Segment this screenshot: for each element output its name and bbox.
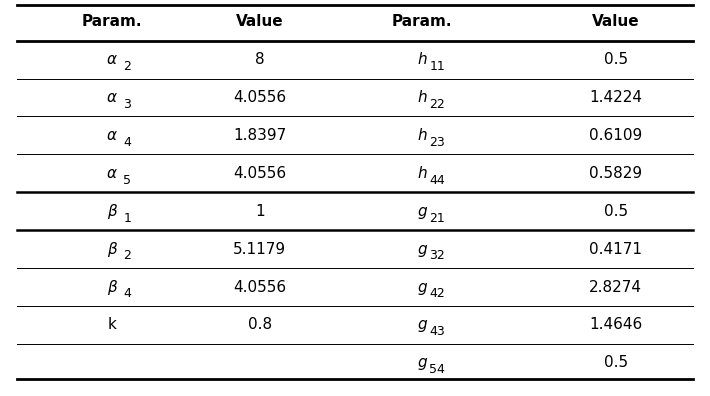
Text: 4: 4: [124, 287, 131, 301]
Text: Value: Value: [592, 14, 640, 29]
Text: 22: 22: [430, 98, 445, 111]
Text: α: α: [107, 52, 117, 67]
Text: 44: 44: [430, 174, 445, 187]
Text: 5.1179: 5.1179: [234, 242, 286, 257]
Text: 42: 42: [430, 287, 445, 301]
Text: 0.5: 0.5: [604, 52, 628, 67]
Text: 4: 4: [124, 136, 131, 149]
Text: h: h: [417, 52, 427, 67]
Text: g: g: [417, 318, 427, 333]
Text: 3: 3: [124, 98, 131, 111]
Text: Param.: Param.: [392, 14, 452, 29]
Text: 54: 54: [430, 363, 445, 376]
Text: 8: 8: [255, 52, 265, 67]
Text: α: α: [107, 128, 117, 143]
Text: h: h: [417, 166, 427, 181]
Text: 0.6109: 0.6109: [589, 128, 643, 143]
Text: g: g: [417, 280, 427, 295]
Text: h: h: [417, 128, 427, 143]
Text: β: β: [107, 280, 117, 295]
Text: 1.4224: 1.4224: [589, 90, 642, 105]
Text: α: α: [107, 90, 117, 105]
Text: g: g: [417, 242, 427, 257]
Text: g: g: [417, 355, 427, 370]
Text: k: k: [107, 318, 116, 333]
Text: β: β: [107, 242, 117, 257]
Text: 43: 43: [430, 325, 445, 338]
Text: h: h: [417, 90, 427, 105]
Text: 2: 2: [124, 249, 131, 263]
Text: α: α: [107, 166, 117, 181]
Text: g: g: [417, 204, 427, 219]
Text: 2: 2: [124, 60, 131, 73]
Text: β: β: [107, 204, 117, 219]
Text: 0.5: 0.5: [604, 204, 628, 219]
Text: 0.5: 0.5: [604, 355, 628, 370]
Text: 32: 32: [430, 249, 445, 263]
Text: 11: 11: [430, 60, 445, 73]
Text: Param.: Param.: [82, 14, 142, 29]
Text: 1: 1: [124, 211, 131, 225]
Text: 23: 23: [430, 136, 445, 149]
Text: 1.4646: 1.4646: [589, 318, 643, 333]
Text: 2.8274: 2.8274: [589, 280, 642, 295]
Text: 4.0556: 4.0556: [234, 280, 286, 295]
Text: 0.5829: 0.5829: [589, 166, 643, 181]
Text: Value: Value: [236, 14, 284, 29]
Text: 1.8397: 1.8397: [234, 128, 287, 143]
Text: 5: 5: [124, 174, 131, 187]
Text: 4.0556: 4.0556: [234, 166, 286, 181]
Text: 0.8: 0.8: [248, 318, 272, 333]
Text: 4.0556: 4.0556: [234, 90, 286, 105]
Text: 21: 21: [430, 211, 445, 225]
Text: 1: 1: [255, 204, 265, 219]
Text: 0.4171: 0.4171: [589, 242, 642, 257]
